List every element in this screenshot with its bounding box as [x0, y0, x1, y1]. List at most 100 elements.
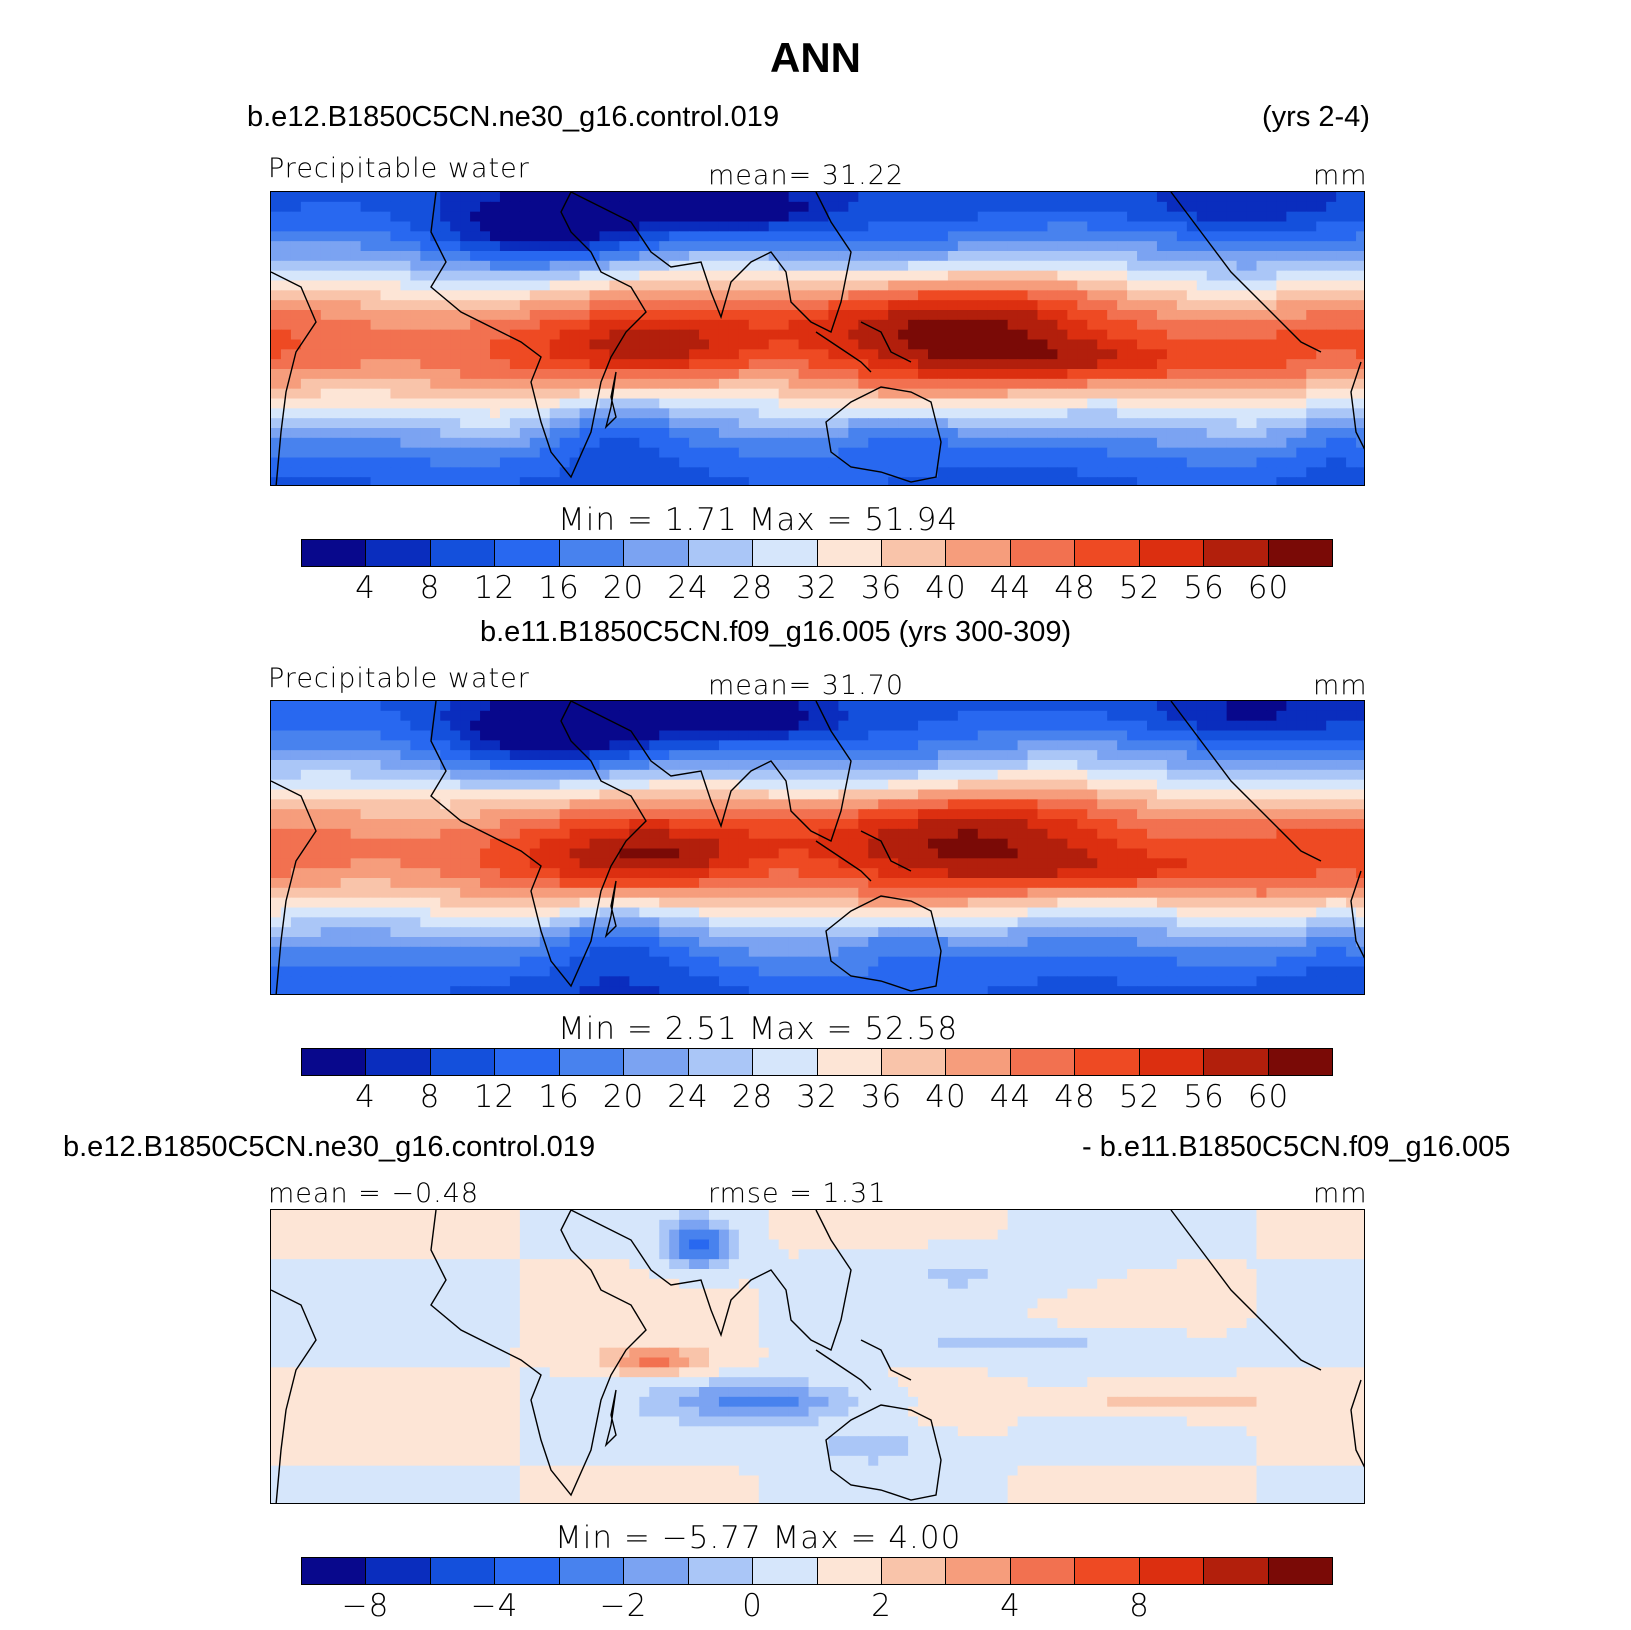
colorbar-swatch	[624, 1558, 689, 1584]
colorbar-swatch	[753, 1049, 818, 1075]
colorbar-swatch	[559, 1049, 625, 1075]
panel3-mean-label: mean = −0.48	[268, 1178, 480, 1209]
panel3-units-label: mm	[1313, 1178, 1368, 1209]
panel1-case-name: b.e12.B1850C5CN.ne30_g16.control.019	[247, 101, 780, 133]
colorbar-tick-label: 60	[1247, 570, 1290, 606]
colorbar-tick-label: −4	[470, 1588, 519, 1624]
colorbar-swatch	[1268, 540, 1332, 566]
coastline	[1170, 701, 1322, 862]
colorbar-tick-label: 4	[1000, 1588, 1021, 1624]
panel3-minmax: Min = −5.77 Max = 4.00	[555, 1520, 962, 1556]
coastline	[860, 830, 912, 872]
colorbar-tick-label: 32	[796, 570, 838, 606]
colorbar-swatch	[430, 540, 496, 566]
colorbar-tick-label: 24	[667, 1079, 709, 1115]
panel2-mean-label: mean= 31.70	[708, 670, 905, 701]
panel1-colorbar	[301, 539, 1333, 567]
colorbar-tick-label: 56	[1183, 570, 1225, 606]
colorbar-tick-label: 36	[860, 1079, 903, 1115]
colorbar-tick-label: 20	[602, 1079, 645, 1115]
colorbar-swatch	[753, 1558, 818, 1584]
panel3-map	[270, 1209, 1365, 1504]
colorbar-swatch	[1075, 1558, 1140, 1584]
colorbar-swatch	[302, 540, 367, 566]
coastline	[271, 780, 317, 994]
colorbar-swatch	[1268, 1558, 1332, 1584]
colorbar-swatch	[495, 540, 560, 566]
colorbar-swatch	[495, 1558, 560, 1584]
colorbar-tick-label: 44	[989, 570, 1032, 606]
colorbar-tick-label: 48	[1054, 570, 1096, 606]
coastline	[430, 192, 647, 479]
coastline	[825, 386, 942, 483]
panel2-minmax: Min = 2.51 Max = 52.58	[558, 1011, 959, 1047]
colorbar-tick-label: 8	[1129, 1588, 1150, 1624]
colorbar-swatch	[1139, 1049, 1205, 1075]
colorbar-swatch	[688, 1558, 754, 1584]
colorbar-swatch	[302, 1558, 367, 1584]
coastline	[604, 880, 617, 939]
coastline	[430, 701, 647, 988]
colorbar-swatch	[624, 1049, 689, 1075]
colorbar-swatch	[430, 1558, 496, 1584]
colorbar-tick-label: 12	[473, 570, 516, 606]
colorbar-swatch	[1204, 540, 1269, 566]
colorbar-tick-label: 40	[925, 570, 967, 606]
coastline	[604, 1389, 617, 1448]
panel2-colorbar	[301, 1048, 1333, 1076]
coastline	[860, 321, 912, 363]
colorbar-tick-label: 4	[355, 570, 376, 606]
colorbar-swatch	[881, 1558, 947, 1584]
colorbar-swatch	[688, 540, 754, 566]
contour-field	[271, 701, 1364, 994]
coastline	[1350, 1379, 1364, 1468]
colorbar-swatch	[817, 540, 882, 566]
colorbar-swatch	[688, 1049, 754, 1075]
panel1-variable-label: Precipitable water	[268, 153, 530, 184]
panel2-units-label: mm	[1313, 670, 1368, 701]
coastline	[1170, 1210, 1322, 1371]
colorbar-swatch	[1010, 540, 1076, 566]
colorbar-tick-label: 20	[602, 570, 645, 606]
coastline	[570, 701, 852, 842]
colorbar-tick-label: 2	[871, 1588, 892, 1624]
panel1-map	[270, 191, 1365, 486]
colorbar-swatch	[881, 1049, 947, 1075]
coastline	[815, 1349, 872, 1391]
colorbar-swatch	[559, 540, 625, 566]
colorbar-tick-label: 52	[1118, 1079, 1161, 1115]
coastline	[271, 1289, 317, 1503]
panel3-case-subtracted: - b.e11.B1850C5CN.f09_g16.005	[1082, 1131, 1511, 1163]
panel2-variable-label: Precipitable water	[268, 663, 530, 694]
coastline	[1350, 870, 1364, 959]
coastline	[825, 1404, 942, 1501]
colorbar-tick-label: 32	[796, 1079, 838, 1115]
colorbar-tick-label: 56	[1183, 1079, 1225, 1115]
panel2-map	[270, 700, 1365, 995]
colorbar-swatch	[946, 1049, 1011, 1075]
colorbar-tick-label: 4	[355, 1079, 376, 1115]
colorbar-swatch	[881, 540, 947, 566]
colorbar-swatch	[495, 1049, 560, 1075]
colorbar-swatch	[753, 540, 818, 566]
colorbar-tick-label: 16	[538, 570, 580, 606]
panel3-rmse-label: rmse = 1.31	[708, 1178, 887, 1209]
colorbar-tick-label: 0	[742, 1588, 763, 1624]
contour-field	[271, 1210, 1364, 1503]
colorbar-tick-label: 8	[419, 1079, 441, 1115]
coastline	[271, 271, 317, 485]
colorbar-swatch	[946, 1558, 1011, 1584]
colorbar-tick-label: 28	[731, 1079, 774, 1115]
colorbar-swatch	[1010, 1049, 1076, 1075]
colorbar-tick-label: 52	[1118, 570, 1161, 606]
colorbar-tick-label: 36	[860, 570, 903, 606]
colorbar-swatch	[1268, 1049, 1332, 1075]
colorbar-swatch	[1010, 1558, 1076, 1584]
panel3-case-name: b.e12.B1850C5CN.ne30_g16.control.019	[63, 1131, 596, 1163]
colorbar-swatch	[366, 1558, 431, 1584]
colorbar-swatch	[1204, 1049, 1269, 1075]
panel2-case-name: b.e11.B1850C5CN.f09_g16.005 (yrs 300-309…	[480, 616, 1072, 648]
coastline	[430, 1210, 647, 1497]
colorbar-swatch	[1075, 1049, 1140, 1075]
colorbar-swatch	[946, 540, 1011, 566]
